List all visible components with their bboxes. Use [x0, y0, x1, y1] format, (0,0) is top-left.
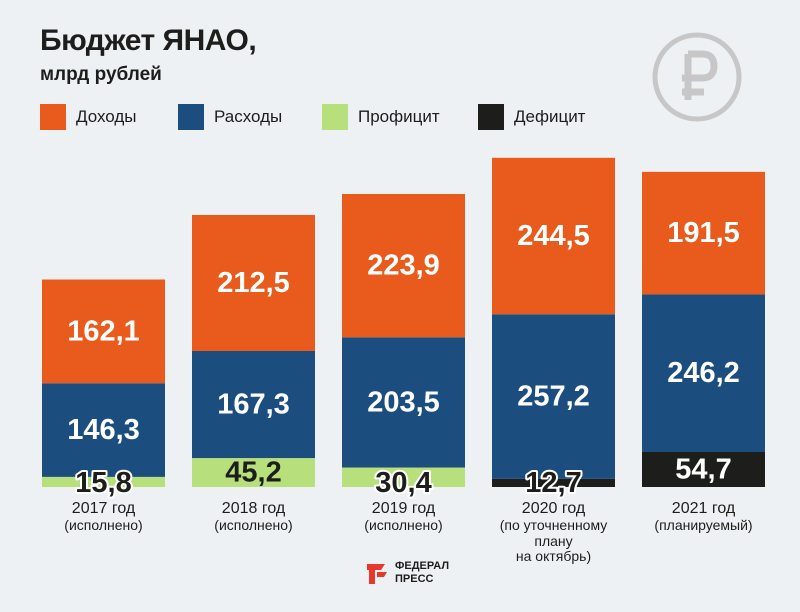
category-year: 2018 год: [221, 500, 286, 517]
label-income-2: 223,9: [367, 250, 440, 282]
label-deficit-3: 12,7: [525, 467, 581, 499]
category-label: 2018 год (исполнено): [184, 500, 324, 534]
label-expense-2: 203,5: [367, 386, 440, 418]
bar-income-3: [492, 157, 615, 315]
logo-text: ФЕДЕРАЛ ПРЕСС: [395, 560, 449, 585]
label-surplus-1: 45,2: [225, 457, 281, 489]
bar-deficit-4: [642, 451, 765, 487]
legend-item-surplus: Профицит: [322, 104, 440, 130]
bar-expense-4: [642, 294, 765, 452]
category-year: 2021 год: [671, 500, 736, 517]
legend-swatch-surplus: [322, 104, 348, 130]
category-label: 2019 год (исполнено): [334, 500, 474, 534]
legend-item-expense: Расходы: [178, 104, 282, 130]
logo-line-1: ФЕДЕРАЛ: [395, 560, 450, 573]
legend-label-expense: Расходы: [214, 107, 283, 126]
category-note: на октябрь): [515, 548, 592, 565]
publisher-logo: ФЕДЕРАЛ ПРЕСС: [365, 560, 449, 586]
bar-expense-3: [492, 314, 615, 479]
bar-income-2: [342, 194, 465, 338]
category-note: плану: [534, 532, 573, 549]
bar-surplus-0: [42, 476, 165, 487]
federalpress-logo-icon: [367, 564, 387, 584]
bar-income-4: [642, 171, 765, 295]
bar-expense-1: [192, 351, 315, 459]
label-surplus-2: 30,4: [375, 467, 431, 499]
label-expense-4: 246,2: [667, 357, 740, 389]
category-note: (исполнено): [214, 516, 293, 533]
ruble-icon: [652, 32, 742, 122]
category-year: 2020 год: [521, 500, 586, 517]
label-deficit-4: 54,7: [675, 453, 731, 485]
logo-line-2: ПРЕСС: [395, 573, 434, 585]
label-surplus-0: 15,8: [75, 467, 131, 499]
bar-surplus-2: [342, 467, 465, 487]
legend-swatch-deficit: [478, 104, 504, 130]
legend-swatch-income: [40, 104, 66, 130]
category-year: 2019 год: [371, 500, 436, 517]
label-income-1: 212,5: [217, 267, 290, 299]
legend-label-surplus: Профицит: [358, 107, 440, 126]
category-note: (исполнено): [64, 516, 143, 533]
bar-income-1: [192, 215, 315, 351]
bar-deficit-3: [492, 478, 615, 487]
category-note: (исполнено): [364, 516, 443, 533]
label-expense-3: 257,2: [517, 381, 590, 413]
legend-label-deficit: Дефицит: [514, 107, 586, 126]
legend-label-income: Доходы: [76, 107, 137, 126]
category-label: 2017 год (исполнено): [34, 500, 174, 534]
category-label: 2020 год (по уточненному плану на октябрь): [484, 500, 624, 565]
label-income-0: 162,1: [67, 315, 140, 347]
legend-item-deficit: Дефицит: [478, 104, 585, 130]
label-income-3: 244,5: [517, 220, 590, 252]
bar-expense-2: [342, 337, 465, 468]
bar-income-0: [42, 279, 165, 384]
category-note: (по уточненному: [499, 516, 608, 533]
label-expense-0: 146,3: [67, 414, 140, 446]
chart-subtitle: млрд рублей: [40, 64, 162, 85]
label-expense-1: 167,3: [217, 389, 290, 421]
bar-expense-0: [42, 383, 165, 477]
chart-title: Бюджет ЯНАО,: [40, 24, 257, 57]
category-note: (планируемый): [654, 516, 753, 533]
legend-swatch-expense: [178, 104, 204, 130]
legend-item-income: Доходы: [40, 104, 137, 130]
label-income-4: 191,5: [667, 217, 740, 249]
category-year: 2017 год: [71, 500, 136, 517]
category-label: 2021 год (планируемый): [634, 500, 774, 534]
bar-surplus-1: [192, 458, 315, 487]
